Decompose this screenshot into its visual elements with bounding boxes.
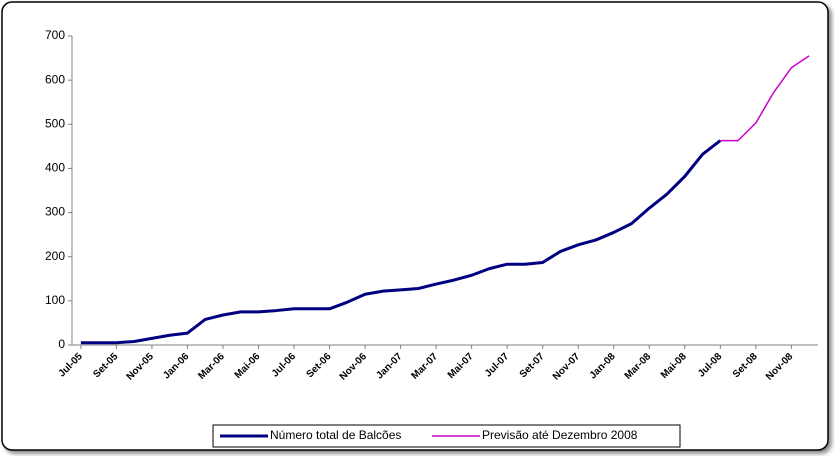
y-tick-label: 200 bbox=[45, 249, 65, 263]
y-tick-label: 300 bbox=[45, 205, 65, 219]
y-tick-label: 700 bbox=[45, 28, 65, 42]
series-line bbox=[80, 139, 722, 345]
legend-label: Número total de Balcões bbox=[270, 428, 401, 442]
y-tick-label: 600 bbox=[45, 72, 65, 86]
y-tick-label: 400 bbox=[45, 161, 65, 175]
legend-label: Previsão até Dezembro 2008 bbox=[482, 428, 638, 442]
series-line bbox=[720, 55, 810, 142]
y-tick-label: 0 bbox=[58, 337, 65, 351]
y-tick-label: 100 bbox=[45, 293, 65, 307]
chart-frame bbox=[1, 1, 829, 451]
y-tick-label: 500 bbox=[45, 116, 65, 130]
